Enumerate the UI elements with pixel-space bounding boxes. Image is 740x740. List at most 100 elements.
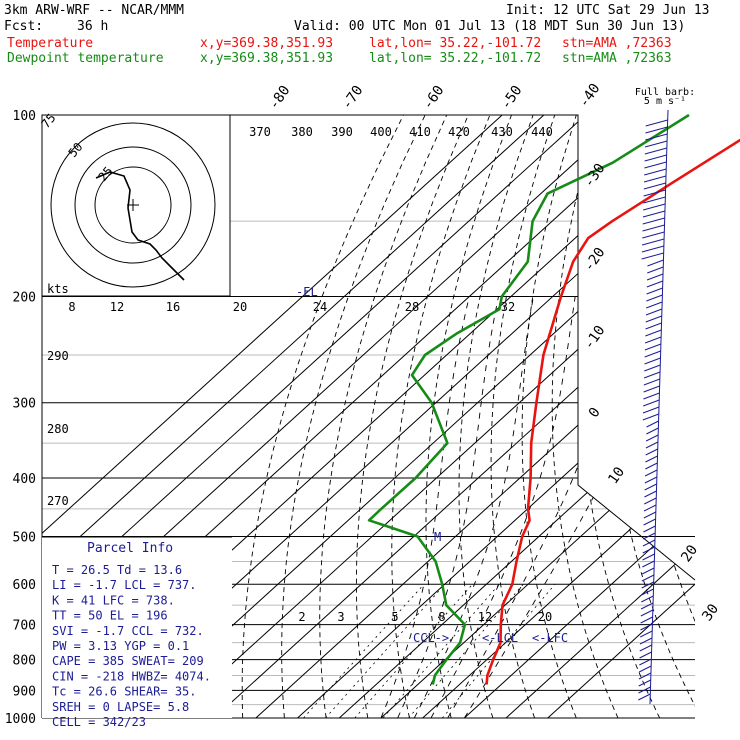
wind-barb [644,476,658,484]
isotherm-label: -60 [420,83,448,113]
isotherm-temp-label: 32 [501,300,515,314]
pressure-tick-label: 200 [13,291,36,306]
wind-barb [643,196,666,204]
wind-barb [644,497,657,505]
legend-dewpoint: Dewpoint temperature [7,51,164,66]
isotherm-line [255,115,695,718]
moist-adiabat [430,296,576,718]
parcel-info-row: SREH = 0 LAPSE= 5.8 [52,700,189,714]
wind-barb [643,371,661,379]
pressure-tick-label: 900 [13,684,36,699]
barb-note: Full barb: [635,87,695,98]
hodograph-trace [95,171,185,281]
isotherm-line [42,115,586,718]
wetbulb-label: 290 [47,349,69,363]
mixing-ratio-line [408,583,524,718]
isotherm-temp-label: 28 [405,300,419,314]
wind-barb [642,231,665,239]
wind-barb [642,210,666,218]
wind-barb [640,616,653,624]
dewpoint-profile [367,113,690,685]
el-marker: -EL [296,285,318,299]
isotherm-label: -40 [576,81,604,111]
wind-barb [642,532,656,540]
stn-temp: stn=AMA ,72363 [562,36,672,51]
wind-barb [644,357,661,365]
wind-barb [643,392,660,400]
fcst-value: 36 h [77,19,109,34]
mixing-ratio-line [441,583,556,718]
isotherm-line [505,115,695,718]
pressure-tick-label: 300 [13,397,36,412]
wind-barb [638,672,652,680]
wind-barb [645,119,668,127]
theta-label: 370 [249,125,271,139]
theta-label: 440 [531,125,553,139]
plot-frame [41,114,696,718]
mixing-ratio-label: 3 [337,610,344,624]
wind-barb [640,602,654,610]
theta-label: 390 [331,125,353,139]
wetbulb-label: 280 [47,422,69,436]
wind-barb [642,217,665,225]
parcel-info-row: T = 26.5 Td = 13.6 [52,563,182,577]
isotherm-label: 10 [605,464,628,487]
wind-barb [645,441,659,449]
wind-barb [644,469,658,477]
lcl-marker: <-LCL [482,631,518,645]
hodograph-tick-label: 12 [110,300,124,314]
isotherm-line [422,115,695,718]
model-title: 3km ARW-WRF -- NCAR/MMM [4,3,185,18]
parcel-info-row: Tc = 26.6 SHEAR= 35. [52,685,197,699]
wind-barb [643,399,660,407]
wind-barb [641,245,665,253]
wind-barb [639,658,652,666]
mixing-ratio-label: 12 [478,610,492,624]
dry-adiabat [690,115,695,718]
parcel-info-title: Parcel Info [87,541,173,556]
wind-barb [640,623,653,631]
wind-barb [638,665,652,673]
wind-barb [645,455,658,463]
wind-barb [642,560,655,568]
isotherm-line [213,115,695,718]
isotherm-label: -70 [339,83,367,113]
isotherm-label: 30 [699,601,722,624]
init-time: Init: 12 UTC Sat 29 Jun 13 [506,3,710,18]
wind-barb [645,322,662,330]
wind-barb [644,350,661,358]
theta-label: 400 [370,125,392,139]
wind-barb [639,644,653,652]
wind-barb [642,406,660,414]
wind-barb [643,525,656,533]
hodograph-ring [50,122,216,288]
parcel-info-row: LI = -1.7 LCL = 737. [52,578,197,592]
dry-adiabat [241,115,404,718]
hodograph-tick-label: 8 [68,300,75,314]
wind-barb [643,504,657,512]
pressure-tick-label: 600 [13,578,36,593]
wind-barb [645,329,662,337]
wind-barb [645,133,668,141]
isotherm-label: 0 [586,405,604,421]
wind-barb [639,630,653,638]
isotherm-label: 20 [678,542,701,565]
pressure-tick-label: 1000 [5,712,36,727]
wind-barb [643,511,657,519]
wind-barb [641,574,655,582]
wind-barb [638,679,651,687]
parcel-info-row: CAPE = 385 SWEAT= 209 [52,654,204,668]
pressure-tick-label: 500 [13,530,36,545]
wind-barb [641,567,655,575]
moist-adiabat [447,296,625,718]
wind-barb [645,308,663,316]
wind-barb [647,259,664,267]
wind-barb [644,140,668,148]
xy-temp: x,y=369.38,351.93 [200,36,334,51]
mixing-ratio-label: 5 [391,610,398,624]
ccl-marker: CCL-> [413,631,449,645]
dry-adiabat [551,115,619,718]
wind-barb [645,434,659,442]
wind-barb [644,483,657,491]
parcel-info-row: CIN = -218 HWBZ= 4074. [52,669,211,683]
